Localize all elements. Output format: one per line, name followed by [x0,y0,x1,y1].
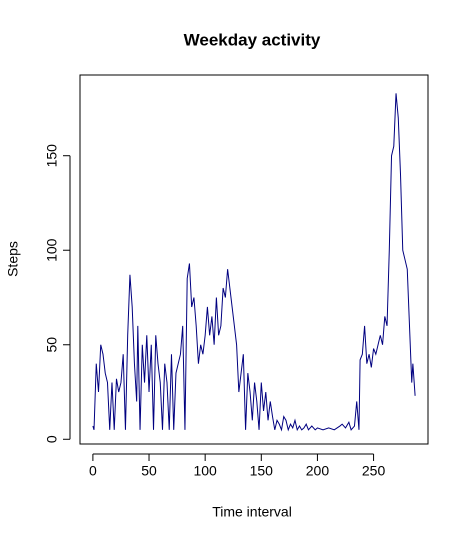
x-tick-label: 50 [141,463,157,479]
x-axis-label: Time interval [212,504,292,520]
chart-title: Weekday activity [184,30,321,49]
x-tick-label: 100 [193,463,217,479]
x-tick-label: 250 [362,463,386,479]
x-tick-label: 150 [250,463,274,479]
y-tick-label: 150 [44,144,60,168]
plot-box [79,74,429,445]
y-tick-label: 50 [44,337,60,353]
y-tick-label: 0 [44,435,60,443]
y-axis-label: Steps [5,241,21,277]
x-tick-label: 200 [306,463,330,479]
data-line [92,93,416,432]
y-tick-label: 100 [44,238,60,262]
x-tick-label: 0 [89,463,97,479]
